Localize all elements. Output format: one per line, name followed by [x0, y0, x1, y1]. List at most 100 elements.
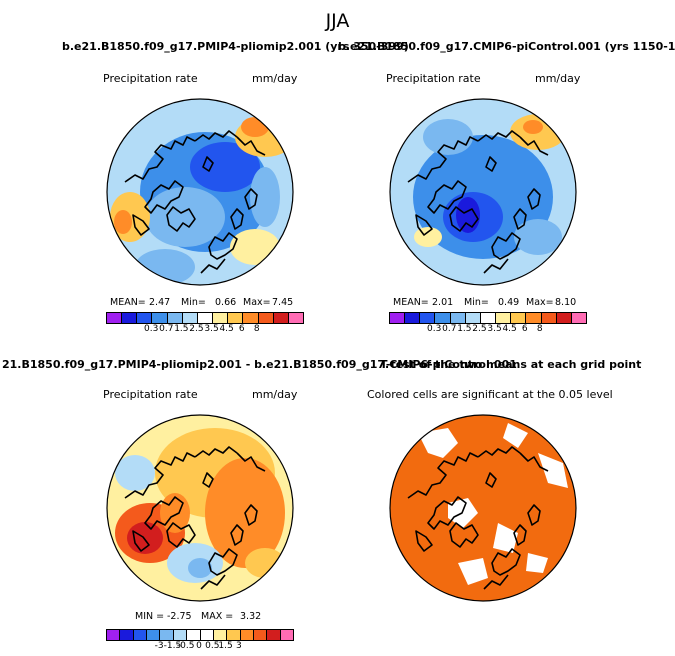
panel1-colorbar-tick-label: 2.5 — [189, 324, 204, 334]
panel2-max-value: 8.10 — [555, 297, 577, 308]
panel3-colorbar-tick-label: -0.5 — [176, 641, 195, 651]
panel3-colorbar-ticks: -3 -1.5 -0.5 0 0.5 1.5 3 — [106, 641, 292, 653]
panel4-ttest-title: T-test of the two means at each grid poi… — [380, 358, 642, 371]
panel3-colorbar-swatch — [200, 630, 214, 640]
panel3-colorbar-swatch — [213, 630, 228, 640]
panel3-diff-title: 21.B1850.f09_g17.PMIP4-pliomip2.001 - b.… — [2, 358, 517, 371]
panel3-colorbar — [106, 629, 294, 641]
panel1-colorbar-swatch — [182, 313, 198, 323]
panel3-colorbar-swatch — [147, 630, 161, 640]
panel3-colorbar-tick-label: 1.5 — [218, 641, 233, 651]
panel3-colorbar-swatch — [133, 630, 148, 640]
panel3-max-label: MAX = — [201, 611, 234, 622]
panel3-colorbar-tick-label: -3 — [154, 641, 164, 651]
panel1-colorbar-tick-label: 0.7 — [159, 324, 174, 334]
panel2-colorbar-swatch — [541, 313, 557, 323]
panel1-colorbar-swatch — [273, 313, 289, 323]
panel3-colorbar-swatch — [240, 630, 254, 640]
panel3-max-value: 3.32 — [240, 611, 262, 622]
panel2-colorbar-tick-label: 3.5 — [487, 324, 502, 334]
panel1-max-value: 7.45 — [272, 297, 294, 308]
panel3-colorbar-swatch — [120, 630, 134, 640]
panel1-min-value: 0.66 — [215, 297, 237, 308]
panel3-colorbar-tick-label: -1.5 — [163, 641, 182, 651]
panel1-mean-label: MEAN= — [110, 297, 146, 308]
panel3-colorbar-swatch — [227, 630, 241, 640]
panel1-colorbar-tick-label: 4.5 — [219, 324, 234, 334]
panel2-colorbar-swatch — [571, 313, 587, 323]
panel2-colorbar-swatch — [511, 313, 527, 323]
panel2-units: mm/day — [535, 72, 581, 85]
panel2-colorbar-swatch — [480, 313, 497, 323]
panel2-colorbar-swatch — [556, 313, 572, 323]
panel2-colorbar-ticks: 0.3 0.7 1.5 2.5 3.5 4.5 6 8 — [389, 324, 585, 336]
panel1-colorbar-ticks: 0.3 0.7 1.5 2.5 3.5 4.5 6 8 — [106, 324, 302, 336]
panel2-colorbar-tick-label: 8 — [536, 324, 543, 334]
panel2-colorbar-tick-label: 0.7 — [442, 324, 457, 334]
panel2-colorbar — [389, 312, 587, 324]
panel2-colorbar-tick-label: 4.5 — [502, 324, 517, 334]
panel1-colorbar-swatch — [122, 313, 138, 323]
panel3-min-label: MIN = — [135, 611, 165, 622]
panel1-min-label: Min= — [181, 297, 206, 308]
panel3-units: mm/day — [252, 388, 298, 401]
panel3-colorbar-swatch — [160, 630, 174, 640]
panel1-mean-value: 2.47 — [149, 297, 171, 308]
panel1-colorbar-tick-label: 8 — [253, 324, 260, 334]
panel2-colorbar-swatch — [526, 313, 542, 323]
panel3-min-value: -2.75 — [167, 611, 192, 622]
panel1-polar-map — [106, 98, 294, 286]
panel2-colorbar-tick-label: 0.3 — [427, 324, 442, 334]
panel2-mean-value: 2.01 — [432, 297, 454, 308]
panel3-colorbar-swatch — [280, 630, 294, 640]
panel1-colorbar-swatch — [167, 313, 183, 323]
panel2-colorbar-swatch — [450, 313, 466, 323]
panel1-colorbar-swatch — [137, 313, 153, 323]
page-title: JJA — [325, 10, 350, 32]
panel4-note: Colored cells are significant at the 0.0… — [367, 388, 613, 401]
panel1-colorbar-swatch — [288, 313, 304, 323]
panel2-colorbar-swatch — [435, 313, 451, 323]
panel2-polar-map — [389, 98, 577, 286]
panel1-max-label: Max= — [243, 297, 271, 308]
panel1-colorbar-tick-label: 1.5 — [174, 324, 189, 334]
panel1-units: mm/day — [252, 72, 298, 85]
panel2-mean-label: MEAN= — [393, 297, 429, 308]
panel2-max-label: Max= — [526, 297, 554, 308]
panel2-colorbar-swatch — [390, 313, 406, 323]
panel2-variable: Precipitation rate — [386, 72, 481, 85]
panel3-colorbar-swatch — [267, 630, 281, 640]
panel2-colorbar-tick-label: 1.5 — [457, 324, 472, 334]
panel1-colorbar-swatch — [228, 313, 244, 323]
panel2-colorbar-swatch — [465, 313, 481, 323]
panel2-case-title: b.e21.B1850.f09_g17.CMIP6-piControl.001 … — [338, 40, 675, 53]
panel1-colorbar-swatch — [258, 313, 274, 323]
panel3-polar-map — [106, 414, 294, 602]
panel1-colorbar — [106, 312, 304, 324]
panel1-colorbar-swatch — [243, 313, 259, 323]
panel3-variable: Precipitation rate — [103, 388, 198, 401]
panel3-colorbar-tick-label: 0.5 — [205, 641, 220, 651]
panel2-colorbar-tick-label: 2.5 — [472, 324, 487, 334]
panel4-significance-map — [389, 414, 577, 602]
panel2-min-label: Min= — [464, 297, 489, 308]
panel3-colorbar-swatch — [107, 630, 121, 640]
panel1-colorbar-swatch — [197, 313, 214, 323]
panel2-colorbar-swatch — [420, 313, 436, 323]
panel3-colorbar-swatch — [253, 630, 268, 640]
panel1-colorbar-swatch — [213, 313, 229, 323]
panel3-colorbar-tick-label: 3 — [235, 641, 242, 651]
panel2-colorbar-tick-label: 6 — [521, 324, 528, 334]
panel2-colorbar-swatch — [496, 313, 512, 323]
panel3-colorbar-swatch — [173, 630, 188, 640]
panel1-colorbar-tick-label: 3.5 — [204, 324, 219, 334]
panel1-colorbar-tick-label: 0.3 — [144, 324, 159, 334]
panel1-colorbar-swatch — [152, 313, 168, 323]
panel1-case-title: b.e21.B1850.f09_g17.PMIP4-pliomip2.001 (… — [62, 40, 409, 53]
panel3-colorbar-swatch — [187, 630, 201, 640]
panel2-min-value: 0.49 — [498, 297, 520, 308]
panel2-colorbar-swatch — [405, 313, 421, 323]
panel1-colorbar-tick-label: 6 — [238, 324, 245, 334]
panel1-variable: Precipitation rate — [103, 72, 198, 85]
panel3-colorbar-tick-label: 0 — [196, 641, 202, 651]
